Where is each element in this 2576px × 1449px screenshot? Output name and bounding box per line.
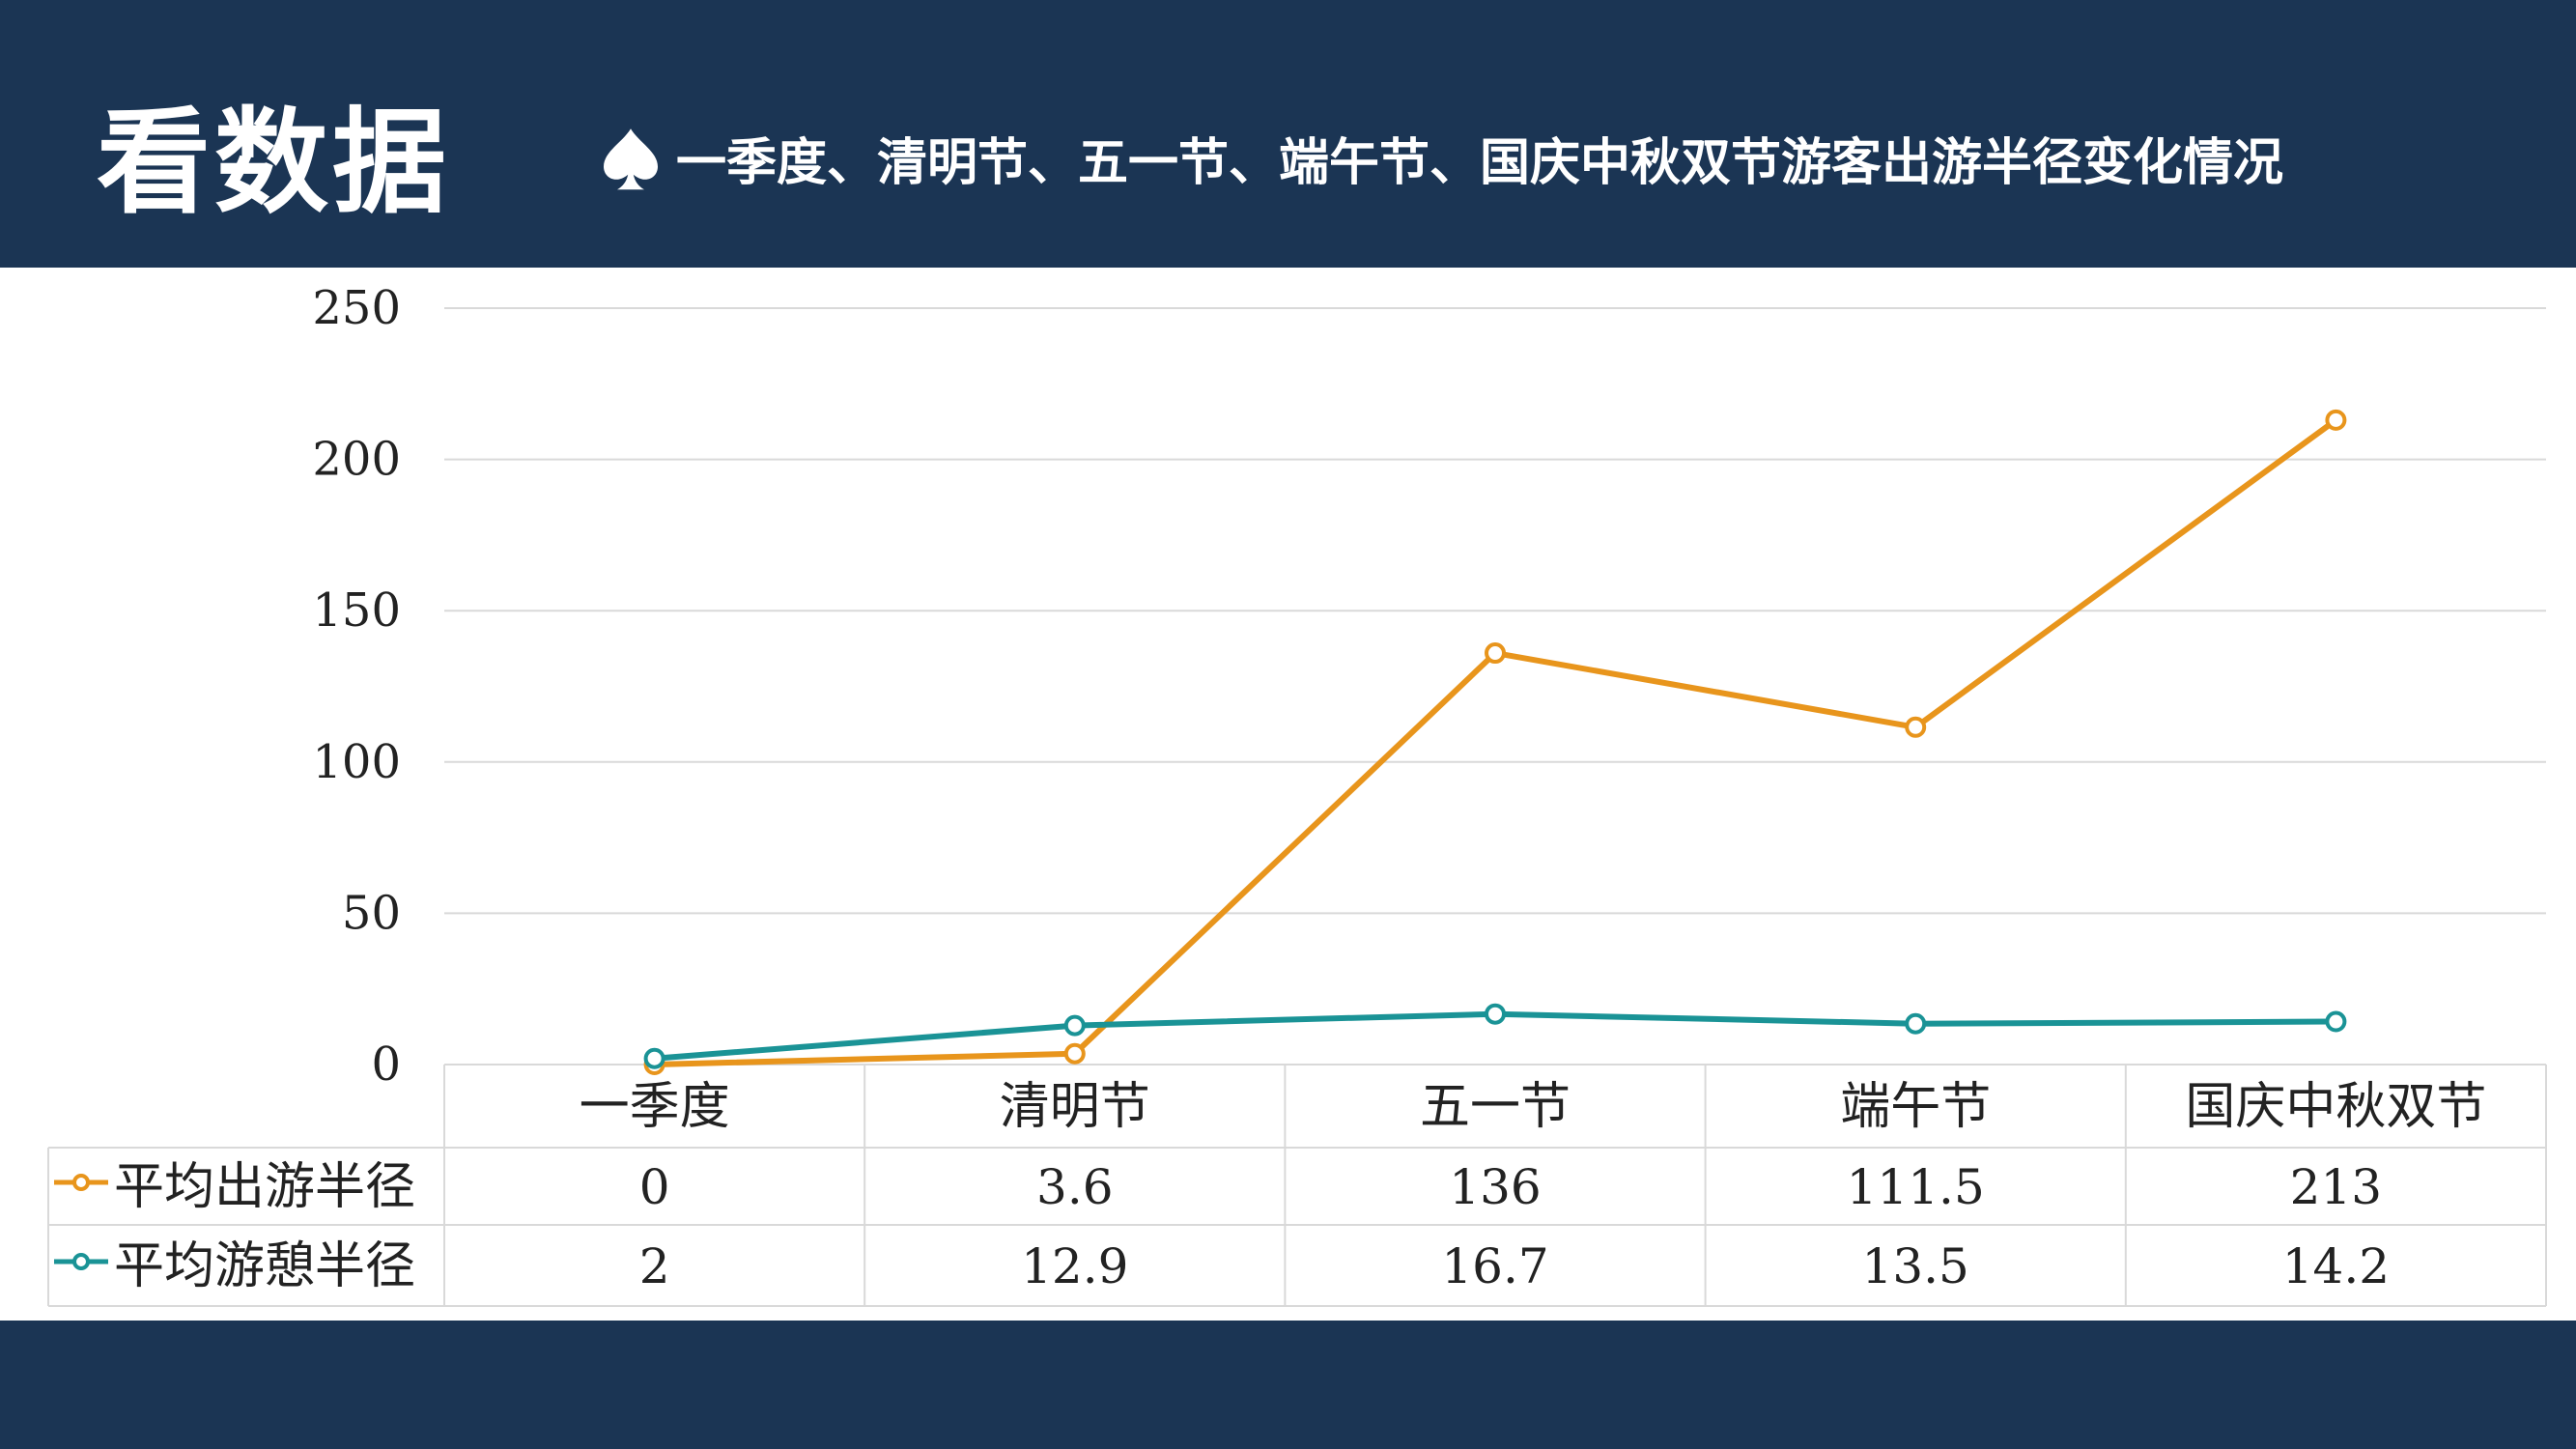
page-title: 看数据 — [97, 96, 451, 229]
y-tick-label: 150 — [312, 583, 401, 638]
chart-subtitle: 一季度、清明节、五一节、端午节、国庆中秋双节游客出游半径变化情况 — [676, 134, 2284, 192]
legend-series-name: 平均出游半径 — [114, 1158, 415, 1216]
data-point — [1905, 716, 1927, 738]
y-tick-label: 250 — [312, 281, 401, 335]
table-value-cell: 2 — [639, 1238, 670, 1294]
y-tick-label: 0 — [371, 1037, 401, 1092]
legend-key-marker — [72, 1253, 90, 1270]
legend-key-marker — [72, 1174, 90, 1191]
data-point — [1905, 1012, 1927, 1035]
category-label: 一季度 — [580, 1078, 730, 1136]
table-value-cell: 136 — [1449, 1159, 1541, 1215]
footer-bar — [0, 1321, 2576, 1449]
data-point — [1485, 642, 1506, 665]
category-label: 五一节 — [1420, 1078, 1571, 1136]
spade-icon — [604, 128, 658, 189]
table-value-cell: 213 — [2290, 1159, 2382, 1215]
series-lines — [643, 409, 2347, 1075]
table-value-cell: 0 — [639, 1159, 670, 1215]
table-value-cell: 12.9 — [1021, 1238, 1128, 1294]
data-point — [2325, 409, 2347, 431]
y-tick-label: 100 — [312, 735, 401, 789]
category-label: 端午节 — [1840, 1078, 1991, 1136]
table-value-cell: 3.6 — [1036, 1159, 1114, 1215]
gridlines — [444, 307, 2546, 915]
subtitle-row: 一季度、清明节、五一节、端午节、国庆中秋双节游客出游半径变化情况 — [597, 122, 2283, 194]
category-label: 国庆中秋双节 — [2185, 1078, 2486, 1136]
y-tick-label: 200 — [312, 433, 401, 487]
y-axis-ticks: 0 50 100 150 200 250 — [312, 281, 401, 1092]
data-point — [1063, 1014, 1086, 1037]
line-chart: 0 50 100 150 200 250 一季度 清明节 五一节 端午节 国庆中秋双节平均出游半径… — [47, 281, 2547, 1307]
data-point — [643, 1047, 665, 1069]
y-tick-label: 50 — [342, 886, 401, 940]
table-value-cell: 111.5 — [1847, 1159, 1985, 1215]
data-point — [1485, 1003, 1506, 1025]
category-label: 清明节 — [1000, 1078, 1150, 1136]
header-bar: 看数据 一季度、清明节、五一节、端午节、国庆中秋双节游客出游半径变化情况 — [0, 0, 2576, 266]
legend-series-name: 平均游憩半径 — [114, 1237, 415, 1295]
table-value-cell: 14.2 — [2282, 1238, 2390, 1294]
table-value-cell: 13.5 — [1862, 1238, 1969, 1294]
chart-panel: 0 50 100 150 200 250 一季度 清明节 五一节 端午节 国庆中秋双节平均出游半径… — [0, 268, 2576, 1321]
series-line — [654, 417, 2338, 1067]
data-point — [1063, 1042, 1086, 1065]
data-point — [2325, 1010, 2347, 1033]
table-value-cell: 16.7 — [1441, 1238, 1548, 1294]
